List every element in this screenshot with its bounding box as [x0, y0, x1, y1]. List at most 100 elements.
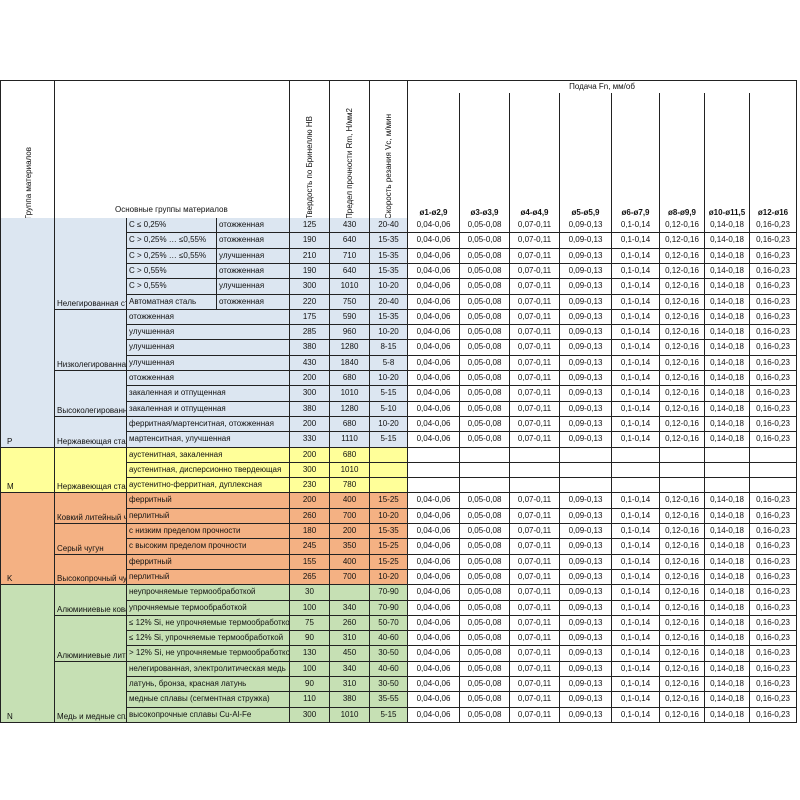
subgroup-cell: медные сплавы (сегментная стружка): [127, 692, 290, 708]
feed-cell: 0,09-0,13: [560, 493, 612, 509]
feed-cell: 0,16-0,23: [750, 570, 797, 585]
feed-cell: 0,07-0,11: [510, 524, 560, 539]
feed-cell: 0,07-0,11: [510, 646, 560, 662]
feed-cell: 0,16-0,23: [750, 264, 797, 279]
rm-cell: 640: [330, 264, 370, 279]
vc-cell: [370, 463, 408, 478]
feed-cell: 0,04-0,06: [408, 601, 460, 616]
feed-cell: 0,07-0,11: [510, 218, 560, 233]
feed-cell: 0,12-0,16: [660, 509, 705, 524]
subgroup-cell: улучшенная: [127, 325, 290, 340]
rm-cell: 590: [330, 310, 370, 325]
subgroup-cell: перлитный: [127, 570, 290, 585]
feed-cell: 0,07-0,11: [510, 310, 560, 325]
hb-cell: 155: [290, 555, 330, 570]
main-group-cell: Алюминиевые кованые сплавы: [55, 585, 127, 616]
feed-cell: 0,16-0,23: [750, 325, 797, 340]
vc-cell: 70-90: [370, 585, 408, 601]
subgroup-cell: аустенитная, закаленная: [127, 448, 290, 463]
hb-cell: 380: [290, 402, 330, 417]
feed-cell: 0,04-0,06: [408, 218, 460, 233]
vc-cell: 5-15: [370, 386, 408, 402]
feed-cell: 0,05-0,08: [460, 325, 510, 340]
feed-cell: 0,04-0,06: [408, 570, 460, 585]
hb-cell: 200: [290, 371, 330, 386]
rm-cell: 1010: [330, 463, 370, 478]
feed-cell: 0,1-0,14: [612, 233, 660, 249]
feed-cell: 0,07-0,11: [510, 402, 560, 417]
feed-column-header: ø6-ø7,9: [612, 93, 660, 219]
group-header: Группа материалов: [23, 146, 33, 219]
feed-cell: 0,1-0,14: [612, 493, 660, 509]
subgroup-cell: мартенситная, улучшенная: [127, 432, 290, 448]
vc-cell: 40-60: [370, 631, 408, 646]
feed-cell: 0,12-0,16: [660, 249, 705, 264]
hb-cell: 200: [290, 493, 330, 509]
feed-cell: 0,07-0,11: [510, 570, 560, 585]
feed-cell: 0,12-0,16: [660, 601, 705, 616]
hb-cell: 90: [290, 631, 330, 646]
feed-cell: 0,07-0,11: [510, 692, 560, 708]
feed-cell: 0,16-0,23: [750, 524, 797, 539]
vc-cell: 10-20: [370, 570, 408, 585]
feed-cell: 0,05-0,08: [460, 264, 510, 279]
condition-cell: отожженная: [217, 295, 290, 310]
hb-cell: 100: [290, 662, 330, 677]
vc-cell: 15-35: [370, 233, 408, 249]
hb-cell: 330: [290, 432, 330, 448]
feed-column-header: ø3-ø3,9: [460, 93, 510, 219]
hb-cell: 380: [290, 340, 330, 356]
feed-cell: 0,14-0,18: [705, 432, 750, 448]
feed-cell: 0,07-0,11: [510, 356, 560, 371]
subgroup-cell: закаленная и отпущенная: [127, 386, 290, 402]
vc-cell: [370, 448, 408, 463]
rm-cell: 680: [330, 448, 370, 463]
rm-cell: 310: [330, 677, 370, 692]
feed-cell: 0,04-0,06: [408, 325, 460, 340]
subgroup-cell: ферритная/мартенситная, отожженная: [127, 417, 290, 432]
subgroup-cell: улучшенная: [127, 340, 290, 356]
main-group-cell: Алюминиевые литейные сплавы: [55, 616, 127, 662]
main-groups-header-cell: Основные группы материалов: [55, 80, 290, 219]
feed-cell: 0,1-0,14: [612, 692, 660, 708]
hb-cell: 220: [290, 295, 330, 310]
hb-cell: 190: [290, 233, 330, 249]
condition-cell: отожженная: [217, 218, 290, 233]
feed-cell: 0,09-0,13: [560, 356, 612, 371]
hb-cell: 100: [290, 601, 330, 616]
subgroup-cell: C > 0,25% … ≤0,55%: [127, 233, 217, 249]
group-header-cell: Группа материалов: [0, 80, 55, 219]
rm-cell: 1010: [330, 386, 370, 402]
hb-cell: 265: [290, 570, 330, 585]
feed-cell: 0,14-0,18: [705, 585, 750, 601]
feed-cell: [408, 463, 460, 478]
feed-cell: 0,12-0,16: [660, 264, 705, 279]
feed-cell: 0,04-0,06: [408, 386, 460, 402]
feed-header: Подача Fn, мм/об: [408, 80, 797, 94]
feed-cell: 0,16-0,23: [750, 402, 797, 417]
feed-cell: 0,12-0,16: [660, 646, 705, 662]
feed-cell: [750, 448, 797, 463]
feed-cell: 0,05-0,08: [460, 310, 510, 325]
feed-cell: 0,05-0,08: [460, 585, 510, 601]
strength-header: Предел прочности Rm, Н/мм2: [345, 108, 354, 219]
feed-cell: 0,12-0,16: [660, 371, 705, 386]
feed-cell: 0,1-0,14: [612, 539, 660, 555]
group-cell: M: [0, 448, 55, 493]
feed-cell: [660, 478, 705, 493]
feed-cell: [750, 463, 797, 478]
subgroup-cell: перлитный: [127, 509, 290, 524]
feed-cell: 0,05-0,08: [460, 340, 510, 356]
feed-cell: 0,07-0,11: [510, 417, 560, 432]
subgroup-cell: с низким пределом прочности: [127, 524, 290, 539]
feed-cell: 0,1-0,14: [612, 218, 660, 233]
feed-cell: 0,16-0,23: [750, 692, 797, 708]
feed-cell: 0,07-0,11: [510, 601, 560, 616]
feed-column-header: ø10-ø11,5: [705, 93, 750, 219]
hardness-header-cell: Твердость по Бринеллю HB: [290, 80, 330, 219]
feed-cell: 0,16-0,23: [750, 677, 797, 692]
feed-cell: 0,04-0,06: [408, 371, 460, 386]
hardness-header: Твердость по Бринеллю HB: [305, 115, 314, 219]
feed-cell: 0,07-0,11: [510, 662, 560, 677]
hb-cell: 125: [290, 218, 330, 233]
